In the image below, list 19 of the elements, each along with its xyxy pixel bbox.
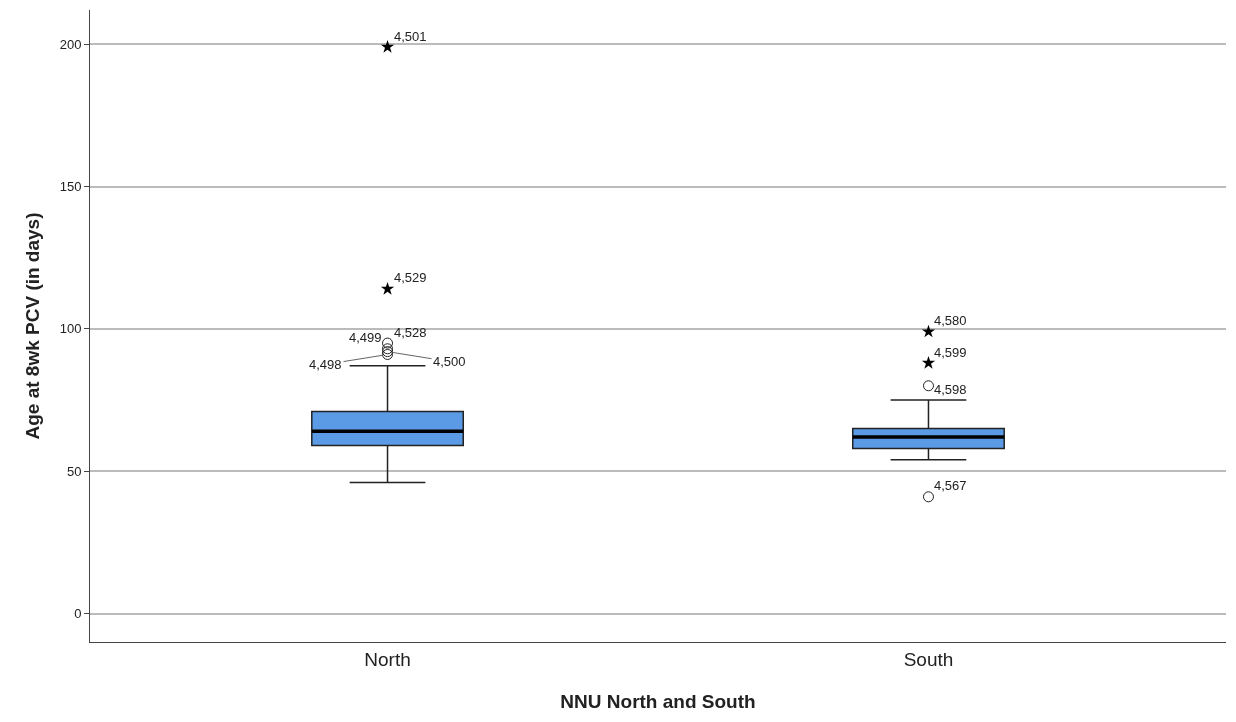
y-tick-label: 0 <box>74 606 82 622</box>
annotation: 4,580 <box>934 313 967 328</box>
x-tick-label: South <box>903 648 954 670</box>
y-axis-title: Age at 8wk PCV (in days) <box>21 212 43 440</box>
annotation: 4,598 <box>934 382 967 397</box>
y-tick-label: 150 <box>59 179 82 195</box>
annotation: 4,498 <box>309 357 342 372</box>
x-axis-title: NNU North and South <box>560 690 756 712</box>
y-tick-label: 50 <box>66 463 82 479</box>
y-tick-label: 100 <box>59 321 82 337</box>
x-tick-label: North <box>364 648 411 670</box>
annotation: 4,599 <box>934 345 967 360</box>
annotation: 4,567 <box>934 478 967 493</box>
y-tick-label: 200 <box>59 36 82 52</box>
annotation: 4,500 <box>433 354 466 369</box>
annotation: 4,501 <box>394 29 427 44</box>
annotation: 4,528 <box>394 325 427 340</box>
annotation: 4,499 <box>349 330 382 345</box>
annotation: 4,529 <box>394 270 427 285</box>
